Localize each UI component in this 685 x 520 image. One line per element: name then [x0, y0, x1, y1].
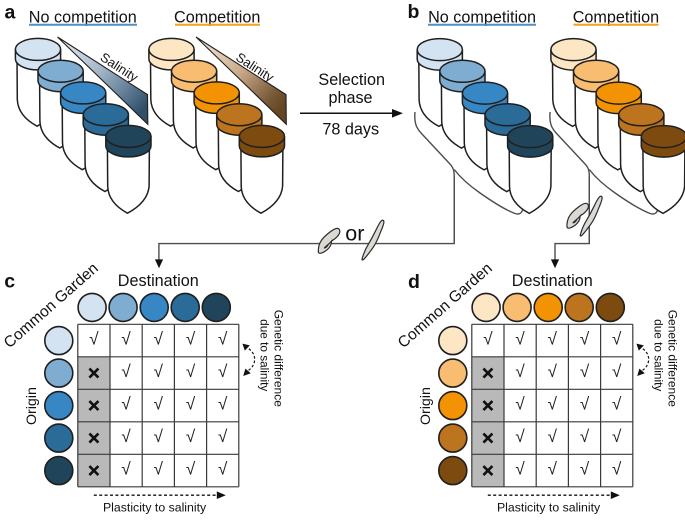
- svg-text:phase: phase: [328, 89, 372, 107]
- svg-text:Origin: Origin: [24, 387, 40, 425]
- svg-text:√: √: [548, 460, 558, 479]
- svg-text:d: d: [408, 271, 420, 293]
- svg-text:b: b: [408, 1, 420, 23]
- svg-text:√: √: [218, 460, 228, 479]
- svg-text:√: √: [89, 330, 99, 349]
- svg-text:Destination: Destination: [118, 272, 199, 290]
- svg-text:√: √: [154, 395, 164, 414]
- svg-text:√: √: [121, 395, 131, 414]
- svg-text:√: √: [515, 330, 525, 349]
- svg-text:a: a: [5, 2, 16, 24]
- svg-text:Plasticity to salinity: Plasticity to salinity: [103, 500, 207, 514]
- svg-text:√: √: [186, 395, 196, 414]
- svg-text:√: √: [580, 427, 590, 446]
- svg-text:Genetic difference: Genetic difference: [272, 310, 286, 407]
- svg-text:√: √: [612, 460, 622, 479]
- svg-text:√: √: [483, 330, 493, 349]
- svg-text:Plasticity to salinity: Plasticity to salinity: [497, 500, 601, 514]
- svg-text:No competition: No competition: [29, 8, 137, 26]
- svg-text:√: √: [121, 427, 131, 446]
- svg-text:√: √: [121, 362, 131, 381]
- svg-text:√: √: [515, 395, 525, 414]
- svg-text:√: √: [154, 330, 164, 349]
- svg-text:78 days: 78 days: [322, 120, 379, 138]
- svg-text:√: √: [580, 395, 590, 414]
- svg-text:√: √: [580, 330, 590, 349]
- svg-text:√: √: [548, 362, 558, 381]
- svg-text:√: √: [580, 362, 590, 381]
- svg-text:Competition: Competition: [573, 8, 659, 26]
- svg-text:√: √: [186, 460, 196, 479]
- svg-text:√: √: [154, 460, 164, 479]
- svg-text:or: or: [345, 221, 364, 245]
- svg-text:Competition: Competition: [174, 8, 260, 26]
- svg-text:Destination: Destination: [512, 272, 593, 290]
- svg-text:√: √: [515, 362, 525, 381]
- svg-text:√: √: [186, 427, 196, 446]
- svg-text:√: √: [218, 362, 228, 381]
- svg-text:No competition: No competition: [428, 8, 536, 26]
- svg-text:√: √: [612, 395, 622, 414]
- svg-text:√: √: [186, 362, 196, 381]
- svg-text:√: √: [612, 330, 622, 349]
- svg-text:√: √: [154, 427, 164, 446]
- svg-text:√: √: [218, 395, 228, 414]
- svg-text:√: √: [515, 460, 525, 479]
- svg-text:√: √: [154, 362, 164, 381]
- svg-text:√: √: [612, 362, 622, 381]
- svg-text:√: √: [186, 330, 196, 349]
- svg-text:√: √: [121, 460, 131, 479]
- svg-text:√: √: [218, 330, 228, 349]
- svg-text:√: √: [548, 330, 558, 349]
- svg-text:√: √: [218, 427, 228, 446]
- svg-text:√: √: [612, 427, 622, 446]
- svg-text:due to salinity: due to salinity: [258, 319, 272, 391]
- svg-text:Genetic difference: Genetic difference: [666, 310, 680, 407]
- svg-text:√: √: [121, 330, 131, 349]
- svg-text:Origin: Origin: [418, 387, 434, 425]
- svg-text:√: √: [548, 427, 558, 446]
- svg-text:due to salinity: due to salinity: [652, 319, 666, 391]
- svg-text:√: √: [580, 460, 590, 479]
- svg-text:c: c: [4, 271, 15, 293]
- svg-text:Selection: Selection: [318, 71, 385, 89]
- svg-text:√: √: [548, 395, 558, 414]
- svg-text:√: √: [515, 427, 525, 446]
